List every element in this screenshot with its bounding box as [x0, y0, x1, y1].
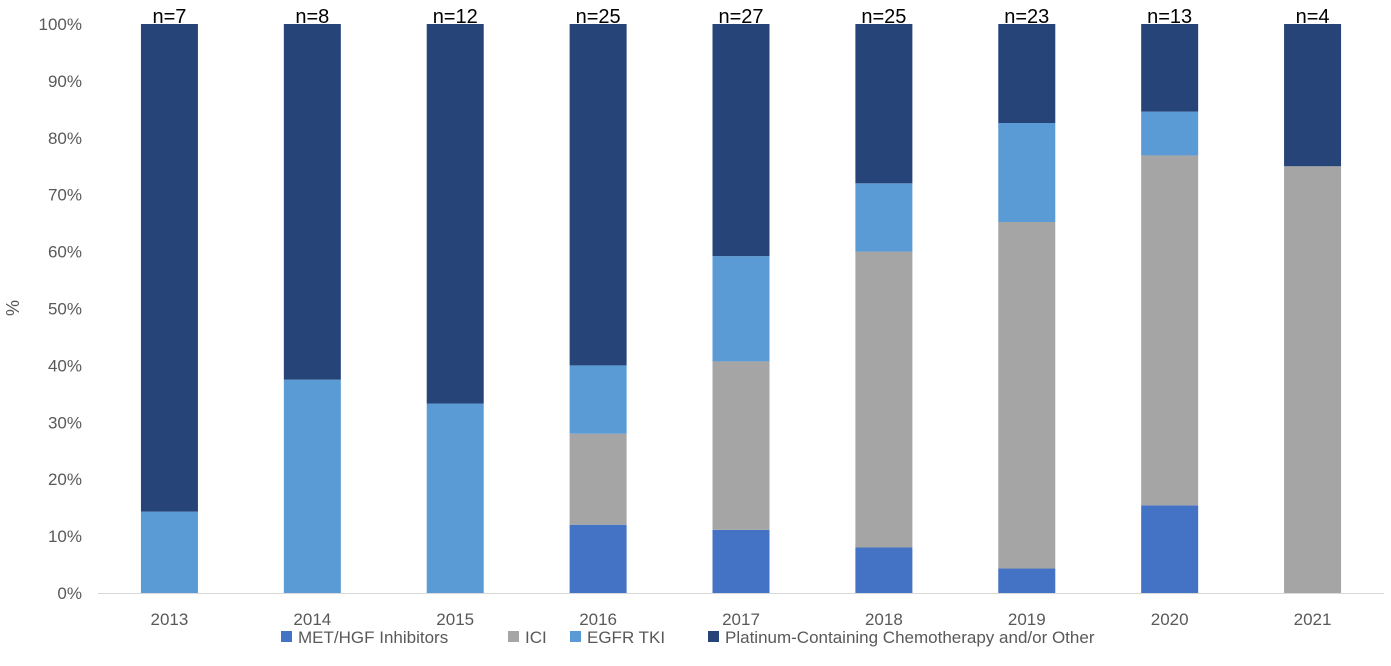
- bar-segment: [140, 24, 198, 512]
- bar-segment: [1141, 24, 1199, 112]
- x-tick-label: 2015: [436, 610, 474, 629]
- x-tick-label: 2017: [722, 610, 760, 629]
- x-tick-label: 2018: [865, 610, 903, 629]
- legend-swatch: [508, 631, 519, 642]
- y-axis-title: %: [3, 300, 23, 316]
- y-tick-label: 0%: [57, 584, 82, 603]
- bar-segment: [712, 529, 770, 593]
- y-tick-label: 100%: [39, 15, 82, 34]
- x-tick-label: 2021: [1294, 610, 1332, 629]
- bar-segment: [569, 365, 627, 434]
- bar-segment: [998, 222, 1056, 569]
- bar-segment: [1141, 111, 1199, 156]
- y-tick-label: 20%: [48, 470, 82, 489]
- bar-segment: [569, 524, 627, 593]
- bar-segment: [998, 123, 1056, 223]
- y-tick-label: 70%: [48, 186, 82, 205]
- x-tick-label: 2019: [1008, 610, 1046, 629]
- bar-segment: [855, 24, 913, 184]
- legend-label: ICI: [525, 628, 547, 647]
- bar-segment: [426, 24, 484, 404]
- bar-count-label: n=25: [861, 6, 906, 28]
- bar-segment: [998, 24, 1056, 124]
- bar-segment: [569, 433, 627, 525]
- bar-count-label: n=23: [1004, 6, 1049, 28]
- bar-segment: [140, 511, 198, 593]
- y-tick-label: 60%: [48, 243, 82, 262]
- legend-label: EGFR TKI: [587, 628, 665, 647]
- bar-count-label: n=13: [1147, 6, 1192, 28]
- bar-segment: [1141, 505, 1199, 593]
- y-tick-label: 10%: [48, 527, 82, 546]
- bar-count-label: n=27: [718, 6, 763, 28]
- bar-segment: [1141, 155, 1199, 506]
- x-tick-label: 2014: [293, 610, 331, 629]
- bar-segment: [998, 568, 1056, 593]
- y-tick-label: 40%: [48, 356, 82, 375]
- bar-count-label: n=25: [576, 6, 621, 28]
- x-tick-label: 2016: [579, 610, 617, 629]
- bar-segment: [1284, 24, 1342, 167]
- x-tick-label: 2020: [1151, 610, 1189, 629]
- bar-segment: [569, 24, 627, 366]
- bar-segment: [426, 403, 484, 593]
- bar-segment: [283, 24, 341, 380]
- y-tick-label: 80%: [48, 129, 82, 148]
- bar-segment: [712, 24, 770, 257]
- bar-segment: [712, 361, 770, 530]
- legend-label: Platinum-Containing Chemotherapy and/or …: [725, 628, 1095, 647]
- legend-swatch: [708, 631, 719, 642]
- bar-count-label: n=8: [295, 6, 329, 28]
- y-tick-label: 50%: [48, 300, 82, 319]
- bar-segment: [712, 256, 770, 362]
- bar-segment: [855, 251, 913, 548]
- bar-segment: [283, 379, 341, 593]
- legend-swatch: [281, 631, 292, 642]
- y-tick-label: 90%: [48, 72, 82, 91]
- bar-count-label: n=4: [1296, 6, 1330, 28]
- legend-swatch: [570, 631, 581, 642]
- bar-count-label: n=7: [152, 6, 186, 28]
- bar-segment: [855, 547, 913, 593]
- bar-segment: [855, 183, 913, 252]
- bar-count-label: n=12: [433, 6, 478, 28]
- x-tick-label: 2013: [151, 610, 189, 629]
- y-tick-label: 30%: [48, 413, 82, 432]
- legend-label: MET/HGF Inhibitors: [298, 628, 448, 647]
- bar-segment: [1284, 166, 1342, 593]
